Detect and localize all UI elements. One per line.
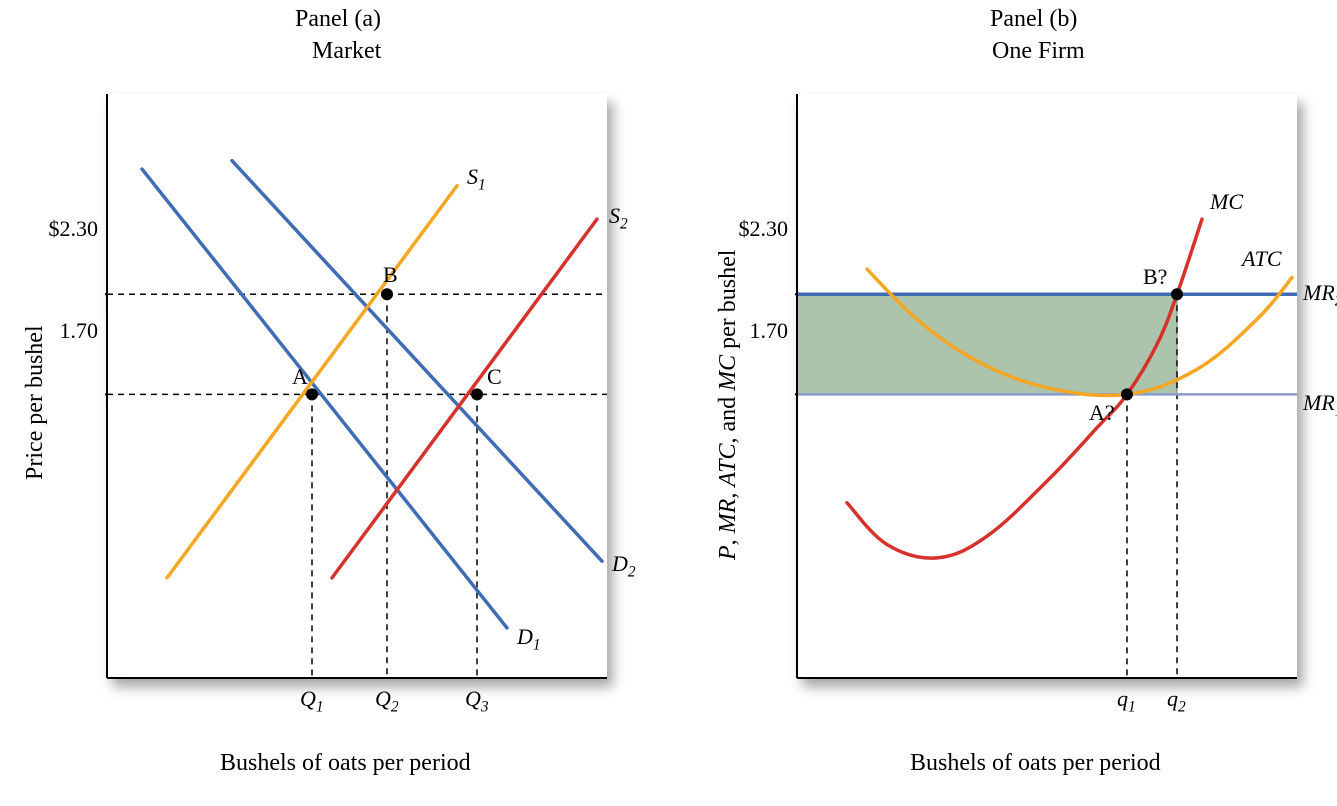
panel-b-ytick-230: $2.30 <box>726 216 788 242</box>
panel-a-plot <box>105 92 609 680</box>
panel-b-point-b-label: B? <box>1143 264 1167 290</box>
panel-b-mr1-label: MR1 <box>1303 390 1337 420</box>
panel-b-q1-label: q1 <box>1117 686 1136 716</box>
panel-b-atc-label: ATC <box>1242 246 1282 272</box>
panel-b-y-label: P, MR, ATC, and MC per bushel <box>715 250 742 560</box>
panel-b-title-2: One Firm <box>992 38 1085 65</box>
panel-b-mc-label: MC <box>1210 189 1243 215</box>
panel-a-x-label: Bushels of oats per period <box>220 750 471 777</box>
panel-a-q3-label: Q3 <box>465 686 489 716</box>
panel-b-mr2-label: MR2 <box>1303 280 1337 310</box>
panel-a-q2-label: Q2 <box>375 686 399 716</box>
panel-b-ytick-170: 1.70 <box>726 318 788 344</box>
panel-b-title-1: Panel (b) <box>990 6 1077 33</box>
panel-a-point-c-label: C <box>487 364 502 390</box>
panel-b-q2-label: q2 <box>1167 686 1186 716</box>
panel-a-d1-label: D1 <box>517 624 541 654</box>
panel-a-s1-label: S1 <box>467 164 486 194</box>
figure-canvas: Panel (a) Market Panel (b) One Firm Pric… <box>0 0 1337 806</box>
panel-b-x-label: Bushels of oats per period <box>910 750 1161 777</box>
panel-b-plot <box>795 92 1299 680</box>
panel-a-ytick-230: $2.30 <box>36 216 98 242</box>
panel-a-title-1: Panel (a) <box>295 6 381 33</box>
panel-a-point-a-label: A <box>292 364 308 390</box>
panel-a-title-2: Market <box>312 38 381 65</box>
panel-a-point-b-label: B <box>383 262 398 288</box>
panel-a-s2-label: S2 <box>609 203 628 233</box>
panel-a-d2-label: D2 <box>612 551 636 581</box>
panel-a-ytick-170: 1.70 <box>36 318 98 344</box>
panel-b-point-a-label: A? <box>1089 400 1115 426</box>
panel-a-y-label: Price per bushel <box>22 325 49 480</box>
panel-a-q1-label: Q1 <box>300 686 324 716</box>
